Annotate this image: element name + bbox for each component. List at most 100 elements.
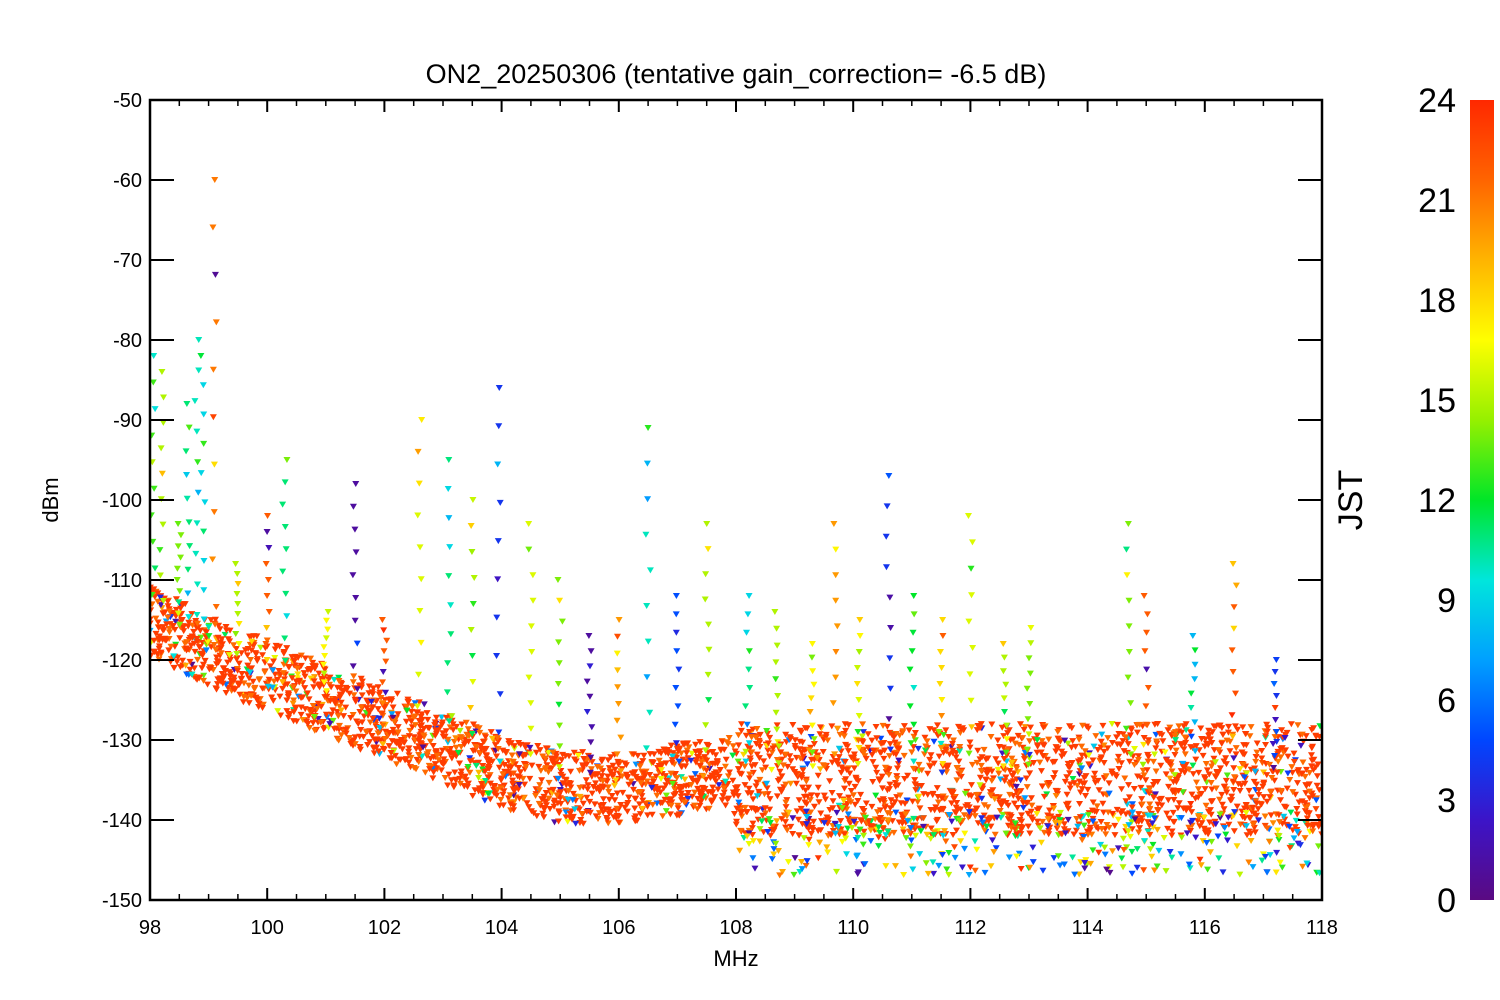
noise-point xyxy=(1193,779,1201,786)
noise-point-low xyxy=(922,860,930,867)
noise-point xyxy=(426,738,434,745)
noise-point xyxy=(374,684,382,691)
noise-point xyxy=(271,671,279,678)
noise-point xyxy=(773,756,781,763)
noise-point xyxy=(884,810,892,817)
noise-point xyxy=(564,796,572,803)
noise-point xyxy=(386,755,394,762)
noise-point xyxy=(178,617,186,624)
noise-point xyxy=(826,778,834,785)
peak-point xyxy=(1142,703,1150,710)
noise-point xyxy=(1027,808,1035,815)
noise-point xyxy=(404,698,412,705)
noise-point xyxy=(411,700,419,707)
noise-point-low xyxy=(850,818,858,825)
noise-point xyxy=(742,748,750,755)
peak-point xyxy=(1191,647,1199,654)
noise-point xyxy=(165,629,173,636)
noise-point xyxy=(942,727,950,734)
noise-point xyxy=(774,778,782,785)
noise-point xyxy=(509,777,517,784)
noise-point-low xyxy=(924,870,932,877)
noise-point xyxy=(221,631,229,638)
noise-point xyxy=(210,642,218,649)
noise-point xyxy=(1027,795,1035,802)
noise-point xyxy=(906,828,914,835)
noise-point xyxy=(838,805,846,812)
noise-point xyxy=(754,807,762,814)
noise-point xyxy=(909,765,917,772)
noise-point xyxy=(1288,764,1296,771)
noise-point xyxy=(1099,800,1107,807)
noise-point xyxy=(1081,748,1089,755)
noise-point xyxy=(1066,723,1074,730)
noise-point xyxy=(1111,822,1119,829)
noise-point xyxy=(218,636,226,643)
noise-point xyxy=(162,637,170,644)
noise-point xyxy=(1307,752,1315,759)
peak-point xyxy=(445,573,453,580)
noise-point-low xyxy=(1081,865,1089,872)
noise-point xyxy=(1115,766,1123,773)
peak-point xyxy=(586,693,594,700)
noise-point-low xyxy=(756,826,764,833)
peak-point xyxy=(380,627,388,634)
noise-point xyxy=(271,655,279,662)
peak-point xyxy=(1124,674,1132,681)
noise-point xyxy=(285,664,293,671)
noise-point xyxy=(516,751,524,758)
noise-point xyxy=(661,773,669,780)
noise-point xyxy=(966,739,974,746)
noise-point xyxy=(1302,790,1310,797)
peak-point xyxy=(1271,753,1279,759)
peak-point xyxy=(674,703,682,710)
noise-point xyxy=(766,734,774,741)
noise-point xyxy=(734,793,742,800)
noise-point-low xyxy=(854,871,862,878)
noise-point xyxy=(1278,727,1286,734)
noise-point xyxy=(515,740,523,747)
peak-point xyxy=(1187,690,1195,697)
noise-point xyxy=(1220,784,1228,791)
noise-point xyxy=(696,762,704,769)
noise-point xyxy=(880,798,888,805)
noise-point xyxy=(676,783,684,790)
peak-point xyxy=(447,602,455,609)
noise-point xyxy=(587,766,595,773)
peak-point xyxy=(349,663,357,670)
peak-point xyxy=(617,768,625,775)
noise-point-low xyxy=(1120,847,1128,854)
noise-point xyxy=(359,734,367,741)
noise-point xyxy=(1078,752,1086,759)
peak-point xyxy=(527,623,535,630)
noise-point xyxy=(482,734,490,741)
noise-point xyxy=(763,728,771,735)
noise-point xyxy=(1117,760,1125,767)
peak-point xyxy=(909,629,917,636)
noise-point xyxy=(213,658,221,665)
noise-point xyxy=(1072,743,1080,750)
noise-point xyxy=(713,759,721,766)
noise-point xyxy=(949,831,957,838)
noise-point xyxy=(1037,749,1045,756)
noise-point xyxy=(1064,740,1072,747)
noise-point-low xyxy=(1146,812,1154,819)
peak-point xyxy=(1002,681,1010,688)
noise-point xyxy=(873,735,881,742)
peak-point xyxy=(810,681,818,688)
noise-point xyxy=(301,706,309,713)
noise-point xyxy=(807,830,815,837)
noise-point xyxy=(159,610,167,617)
noise-point xyxy=(799,784,807,791)
noise-point xyxy=(644,803,652,810)
noise-point xyxy=(1143,767,1151,774)
noise-point xyxy=(921,734,929,741)
noise-point-low xyxy=(1114,845,1122,852)
noise-point xyxy=(230,642,238,649)
noise-point-low xyxy=(1084,831,1092,838)
noise-point xyxy=(916,805,924,812)
noise-point xyxy=(438,714,446,721)
peak-point xyxy=(323,688,331,695)
noise-point xyxy=(710,773,718,780)
peak-point xyxy=(937,745,945,751)
